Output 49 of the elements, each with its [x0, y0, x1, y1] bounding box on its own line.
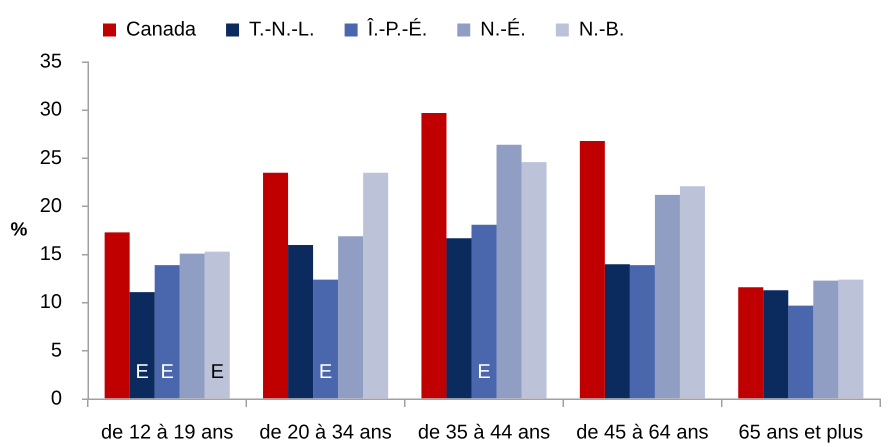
bar [604, 264, 630, 398]
bar [104, 232, 130, 398]
x-tick-label: de 20 à 34 ans [259, 422, 392, 444]
data-label: E [318, 360, 332, 383]
bar [130, 292, 155, 398]
y-tick-label: 25 [40, 146, 62, 169]
y-axis-title: % [10, 220, 28, 241]
data-label: E [477, 360, 491, 383]
y-tick-label: 0 [50, 388, 62, 410]
data-label: E [136, 360, 149, 383]
legend-label: Canada [126, 18, 197, 41]
bar [654, 194, 680, 398]
y-tick-label: 35 [40, 50, 62, 73]
x-tick-label: 65 ans et plus [738, 422, 864, 444]
y-tick-label: 15 [40, 243, 62, 266]
legend-label: T.-N.-L. [249, 18, 315, 41]
x-tick-label: de 12 à 19 ans [101, 422, 234, 444]
y-tick-label: 30 [40, 98, 62, 121]
bar [263, 172, 288, 398]
y-tick-label: 20 [40, 194, 62, 217]
bar [446, 238, 472, 398]
data-label: E [210, 360, 224, 383]
legend-label: Î.-P.-É. [366, 18, 428, 41]
bar [471, 224, 497, 398]
bar [738, 287, 764, 398]
x-tick-label: de 45 à 64 ans [576, 422, 709, 444]
legend-label: N.-B. [578, 18, 624, 41]
bar [838, 280, 864, 398]
bar [496, 144, 522, 398]
bar [813, 280, 838, 398]
bar [580, 140, 605, 398]
bar [421, 113, 446, 398]
bar [363, 172, 388, 398]
legend-label: N.-É. [480, 18, 526, 41]
bar [522, 162, 547, 398]
x-tick-label: de 35 à 44 ans [418, 422, 550, 444]
data-label: E [160, 360, 174, 383]
bar [204, 252, 230, 398]
bar [680, 186, 705, 398]
y-tick-label: 5 [50, 339, 62, 362]
bar [788, 306, 814, 398]
bar [288, 244, 314, 398]
bar [630, 265, 655, 398]
bar [338, 236, 364, 398]
y-tick-label: 10 [40, 291, 62, 314]
bar [763, 290, 788, 398]
bar [154, 265, 180, 398]
bar [313, 280, 338, 398]
bar [180, 254, 205, 398]
